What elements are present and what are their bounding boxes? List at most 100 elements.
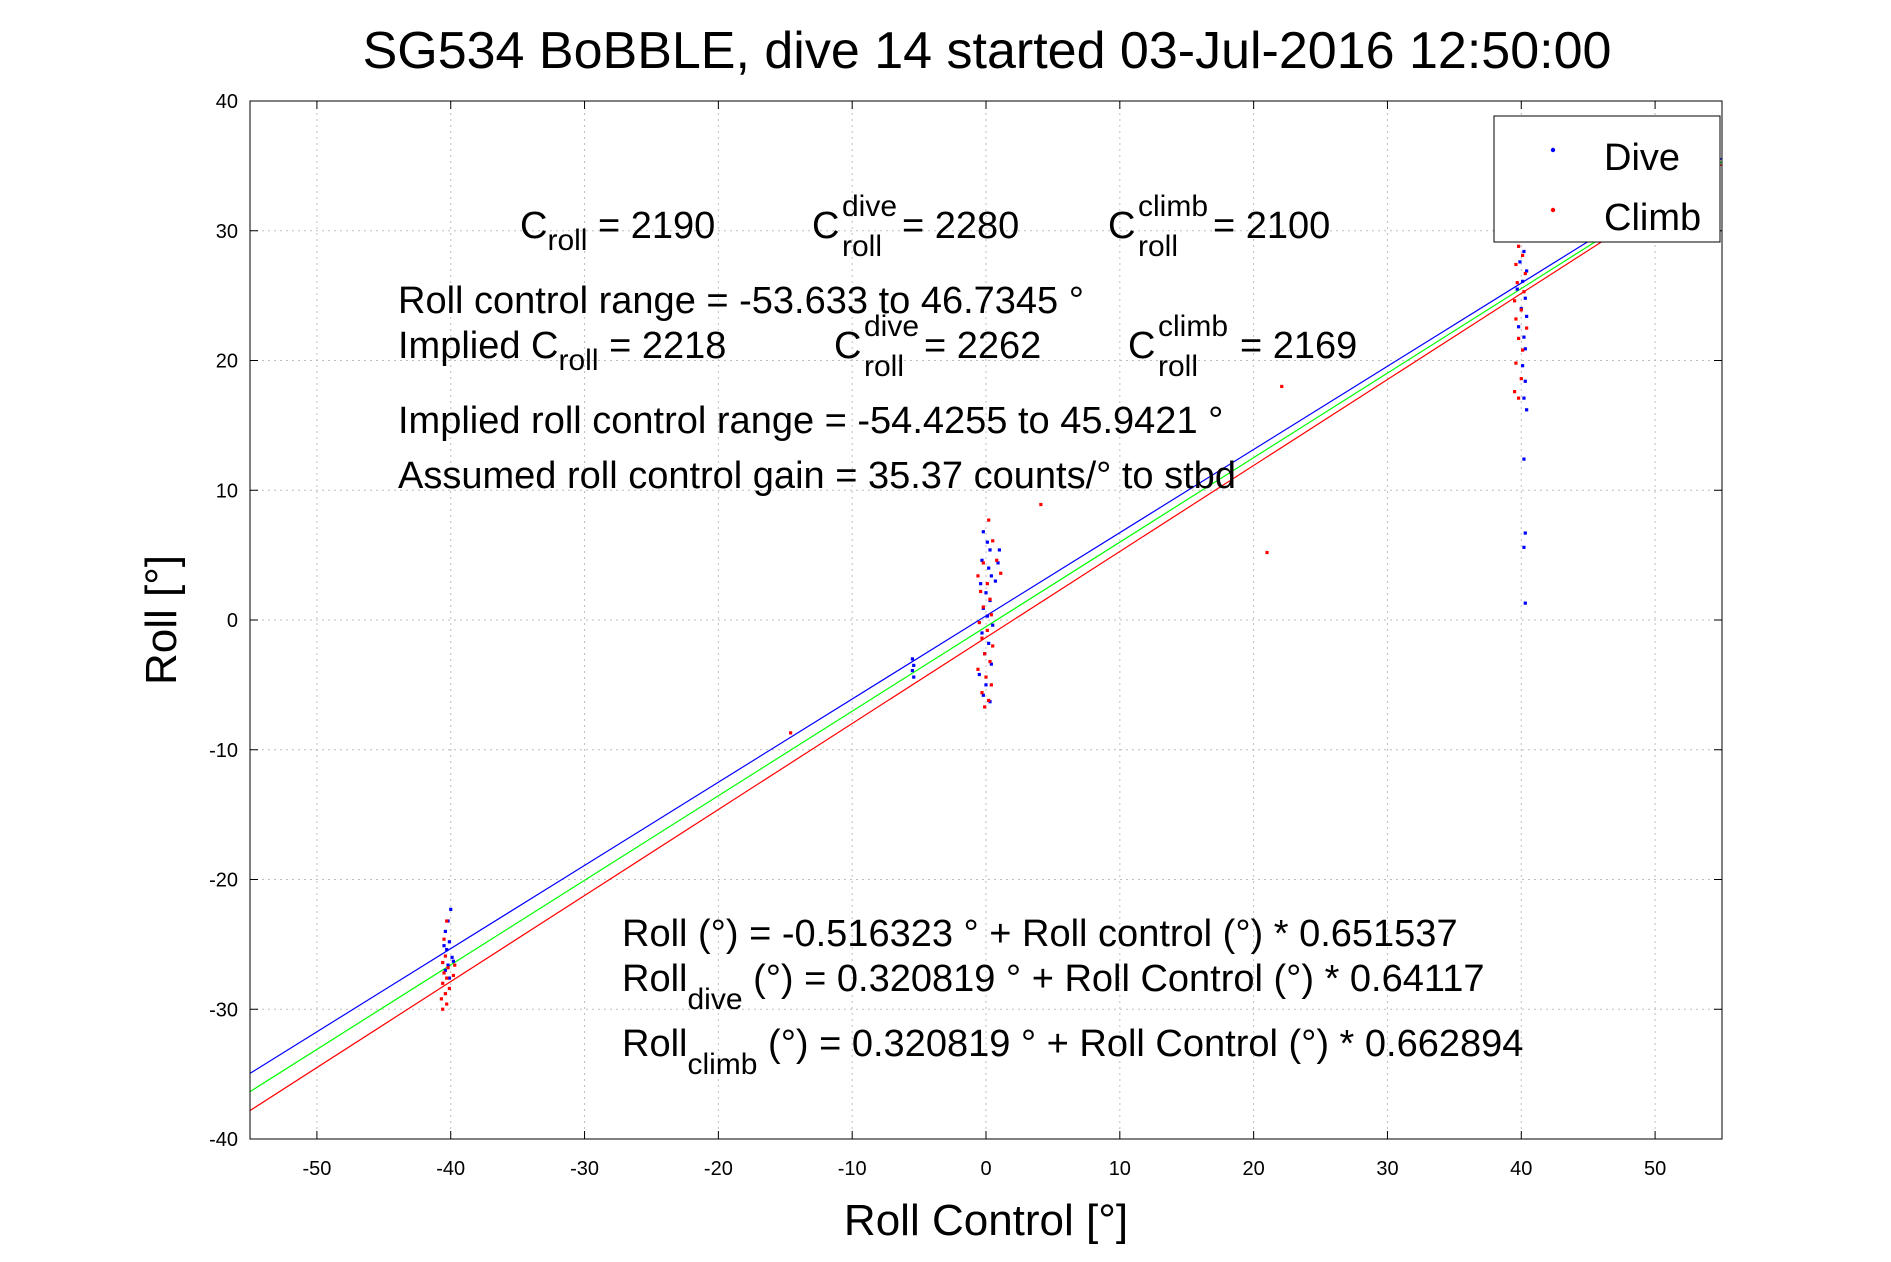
dive-point bbox=[988, 548, 992, 552]
svg-text:= 2262: = 2262 bbox=[924, 325, 1041, 367]
equation-climb: Rollclimb (°) = 0.320819 ° + Roll Contro… bbox=[622, 1023, 1523, 1081]
climb-point bbox=[445, 919, 449, 923]
climb-point bbox=[985, 628, 989, 632]
dive-point bbox=[1523, 379, 1527, 383]
y-tick-label: 20 bbox=[216, 351, 238, 373]
x-tick-label: 10 bbox=[1109, 1158, 1131, 1180]
climb-point bbox=[1521, 348, 1525, 352]
climb-point bbox=[980, 636, 984, 640]
dive-point bbox=[1522, 249, 1526, 254]
y-tick-label: -30 bbox=[209, 999, 238, 1021]
dive-point bbox=[981, 693, 985, 697]
dive-point bbox=[451, 959, 456, 963]
dive-point bbox=[1522, 335, 1526, 339]
svg-text:= 2100: = 2100 bbox=[1213, 205, 1330, 247]
climb-point bbox=[1039, 502, 1043, 507]
c-roll-climb-annotation: C climb roll = 2100 bbox=[1108, 190, 1330, 263]
svg-text:= 2280: = 2280 bbox=[902, 205, 1019, 247]
climb-point bbox=[977, 620, 981, 625]
dive-point bbox=[991, 623, 995, 627]
dive-point bbox=[1521, 279, 1525, 283]
climb-point bbox=[976, 667, 980, 671]
implied-c-roll-dive-annotation: C dive roll = 2262 bbox=[834, 310, 1041, 383]
climb-point bbox=[1515, 281, 1519, 285]
svg-text:roll: roll bbox=[864, 350, 904, 383]
dive-point bbox=[443, 968, 447, 972]
dive-point bbox=[987, 566, 991, 570]
climb-point bbox=[981, 605, 985, 609]
climb-point bbox=[976, 574, 980, 578]
climb-point bbox=[979, 589, 983, 594]
climb-point bbox=[1514, 317, 1518, 321]
dive-point bbox=[1523, 531, 1527, 535]
climb-point bbox=[442, 937, 446, 941]
dive-point bbox=[1523, 347, 1527, 351]
dive-point bbox=[985, 614, 989, 618]
svg-text:dive: dive bbox=[842, 190, 897, 223]
implied-c-roll-annotation: Implied Croll = 2218 bbox=[398, 325, 726, 377]
climb-point bbox=[983, 705, 987, 709]
climb-point bbox=[981, 561, 985, 565]
climb-point bbox=[984, 675, 988, 679]
climb-point bbox=[439, 997, 443, 1001]
dive-point bbox=[980, 558, 984, 562]
legend-climb-marker bbox=[1550, 207, 1556, 213]
dive-point bbox=[1516, 325, 1521, 329]
y-tick-label: 0 bbox=[227, 610, 238, 632]
svg-text:C: C bbox=[812, 205, 839, 247]
x-tick-label: -20 bbox=[704, 1158, 733, 1180]
climb-point bbox=[1519, 377, 1523, 381]
climb-point bbox=[995, 558, 999, 562]
dive-point bbox=[447, 940, 451, 944]
dive-point bbox=[912, 663, 916, 668]
climb-point bbox=[987, 698, 991, 703]
x-axis-label: Roll Control [°] bbox=[844, 1196, 1128, 1245]
dive-point bbox=[1523, 601, 1527, 605]
dive-point bbox=[446, 963, 450, 967]
svg-text:C: C bbox=[1128, 325, 1155, 367]
dive-point bbox=[984, 591, 988, 595]
climb-point bbox=[987, 518, 991, 522]
climb-point bbox=[446, 966, 450, 970]
x-tick-label: 30 bbox=[1376, 1158, 1398, 1180]
climb-point bbox=[1280, 384, 1284, 389]
dive-point bbox=[447, 976, 451, 980]
climb-point bbox=[447, 986, 451, 991]
dive-point bbox=[910, 657, 914, 661]
climb-point bbox=[1519, 308, 1523, 312]
dive-point bbox=[1521, 364, 1525, 368]
y-tick-label: -40 bbox=[209, 1129, 238, 1151]
dive-point bbox=[1522, 457, 1526, 461]
climb-point bbox=[983, 652, 987, 656]
dive-point bbox=[981, 530, 985, 534]
climb-point bbox=[1523, 271, 1527, 276]
climb-point bbox=[989, 683, 993, 687]
dive-point bbox=[1523, 296, 1527, 300]
climb-point bbox=[991, 539, 995, 543]
dive-point bbox=[985, 540, 989, 544]
x-tick-label: -10 bbox=[838, 1158, 867, 1180]
climb-point bbox=[1512, 390, 1517, 394]
svg-text:climb: climb bbox=[1138, 190, 1208, 223]
climb-point bbox=[451, 973, 456, 978]
x-tick-label: 40 bbox=[1510, 1158, 1532, 1180]
dive-point bbox=[910, 669, 914, 673]
dive-point bbox=[997, 548, 1001, 552]
implied-range-text: Implied roll control range = -54.4255 to… bbox=[398, 400, 1223, 442]
x-tick-label: 20 bbox=[1243, 1158, 1265, 1180]
climb-point bbox=[988, 659, 992, 664]
climb-point bbox=[1525, 326, 1529, 330]
dive-point bbox=[1515, 287, 1519, 291]
climb-point bbox=[985, 582, 989, 586]
y-tick-label: -10 bbox=[209, 740, 238, 762]
dive-point bbox=[980, 631, 984, 635]
climb-point bbox=[980, 691, 984, 695]
dive-point bbox=[993, 579, 997, 583]
climb-point bbox=[989, 613, 993, 617]
dive-point bbox=[1522, 545, 1526, 549]
series-climb bbox=[439, 244, 1529, 1011]
grid bbox=[250, 101, 1722, 1139]
equation-dive: Rolldive (°) = 0.320819 ° + Roll Control… bbox=[622, 958, 1484, 1016]
data-points bbox=[439, 244, 1529, 1011]
climb-point bbox=[441, 960, 445, 965]
